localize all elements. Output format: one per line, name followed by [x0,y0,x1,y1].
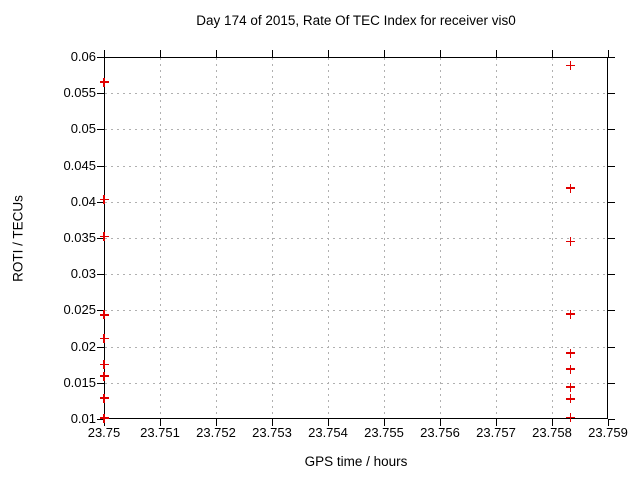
y-tick-mark-right [608,347,615,348]
data-point-marker [99,77,109,87]
x-tick-mark-top [216,50,217,57]
y-tick-mark-left [97,274,104,275]
x-tick-mark-top [272,50,273,57]
y-tick-mark-left [97,93,104,94]
x-tick-label: 23.758 [532,425,572,440]
data-point-marker [566,413,576,423]
y-tick-label: 0.045 [63,158,96,173]
y-tick-mark-left [97,383,104,384]
y-tick-mark-right [608,166,615,167]
x-tick-mark-top [440,50,441,57]
y-tick-mark-left [97,166,104,167]
x-tick-label: 23.752 [196,425,236,440]
x-tick-mark-bottom [440,419,441,426]
x-tick-mark-bottom [608,419,609,426]
y-tick-mark-left [97,238,104,239]
x-tick-mark-top [496,50,497,57]
grid-line-y [105,274,607,275]
grid-line-y [105,383,607,384]
y-tick-mark-right [608,93,615,94]
x-tick-mark-bottom [160,419,161,426]
x-tick-mark-bottom [272,419,273,426]
y-tick-mark-right [608,202,615,203]
data-point-marker [99,360,109,370]
y-tick-label: 0.04 [70,194,96,209]
y-tick-mark-right [608,238,615,239]
data-point-marker [99,371,109,381]
y-tick-mark-left [97,310,104,311]
x-tick-label: 23.753 [252,425,292,440]
x-tick-mark-top [608,50,609,57]
y-tick-label: 0.01 [70,411,96,426]
y-tick-label: 0.025 [63,302,96,317]
y-tick-label: 0.05 [70,121,96,136]
x-tick-mark-top [104,50,105,57]
y-tick-mark-right [608,57,615,58]
data-point-marker [566,348,576,358]
y-tick-mark-right [608,274,615,275]
x-tick-mark-top [384,50,385,57]
y-tick-label: 0.06 [70,49,96,64]
data-point-marker [99,413,109,423]
grid-line-y [105,310,607,311]
x-tick-label: 23.755 [364,425,404,440]
x-tick-mark-bottom [328,419,329,426]
x-axis-label: GPS time / hours [304,454,408,469]
x-tick-label: 23.757 [476,425,516,440]
data-point-marker [566,183,576,193]
x-tick-label: 23.759 [588,425,628,440]
x-tick-mark-top [160,50,161,57]
grid-line-y [105,202,607,203]
x-tick-label: 23.751 [140,425,180,440]
y-tick-mark-right [608,383,615,384]
x-tick-mark-top [552,50,553,57]
data-point-marker [566,309,576,319]
x-tick-label: 23.754 [308,425,348,440]
grid-line-y [105,347,607,348]
data-point-marker [99,310,109,320]
data-point-marker [566,394,576,404]
y-tick-mark-left [97,129,104,130]
data-point-marker [566,364,576,374]
x-tick-mark-top [328,50,329,57]
data-point-marker [99,232,109,242]
y-tick-mark-left [97,419,104,420]
x-tick-mark-bottom [384,419,385,426]
y-tick-label: 0.015 [63,375,96,390]
y-tick-mark-left [97,57,104,58]
y-tick-label: 0.03 [70,266,96,281]
grid-line-y [105,238,607,239]
grid-line-y [105,93,607,94]
y-tick-mark-right [608,310,615,311]
grid-line-y [105,129,607,130]
grid-line-y [105,166,607,167]
y-tick-label: 0.055 [63,85,96,100]
data-point-marker [99,334,109,344]
data-point-marker [99,393,109,403]
y-tick-mark-left [97,202,104,203]
data-point-marker [566,382,576,392]
y-tick-mark-right [608,419,615,420]
x-tick-mark-bottom [552,419,553,426]
x-tick-mark-bottom [216,419,217,426]
data-point-marker [566,237,576,247]
y-tick-mark-right [608,129,615,130]
data-point-marker [566,61,576,71]
y-tick-mark-left [97,347,104,348]
chart-title: Day 174 of 2015, Rate Of TEC Index for r… [196,13,516,28]
data-point-marker [99,195,109,205]
y-tick-label: 0.035 [63,230,96,245]
x-tick-mark-bottom [496,419,497,426]
x-tick-label: 23.75 [87,425,121,440]
y-tick-label: 0.02 [70,339,96,354]
x-tick-label: 23.756 [420,425,460,440]
